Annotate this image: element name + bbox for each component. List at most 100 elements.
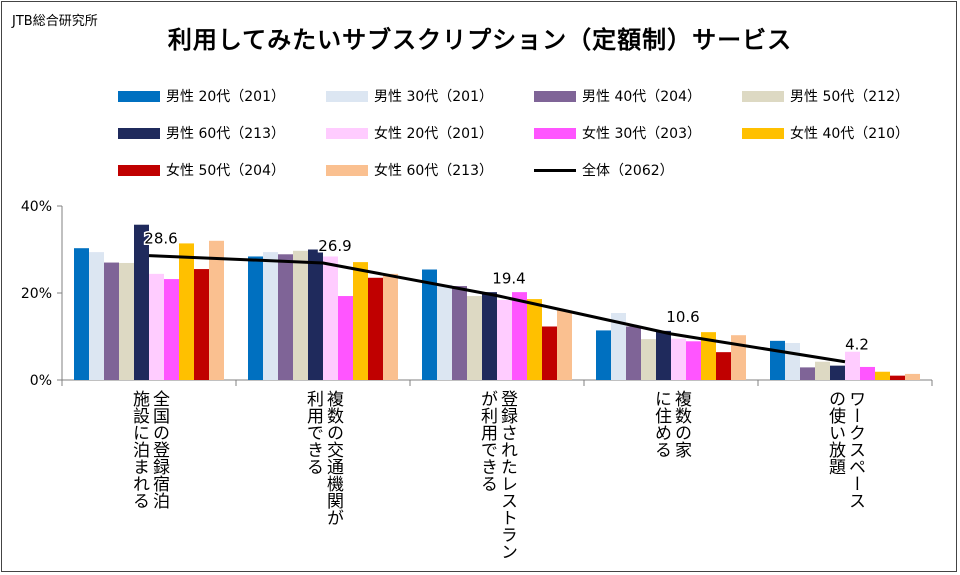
bar — [383, 273, 398, 380]
legend-label: 男性 50代（212） — [790, 89, 909, 105]
bar — [800, 367, 815, 380]
category-label: 複数の家 に住める — [651, 390, 691, 458]
chart-title: 利用してみたいサブスクリプション（定額制）サービス — [167, 26, 793, 54]
legend-swatch — [534, 127, 576, 139]
legend-item: 男性 30代（201） — [326, 86, 493, 106]
legend-swatch — [742, 127, 784, 139]
category-label-line: 複数の交通機関が — [323, 390, 343, 526]
source-label: JTB総合研究所 — [12, 14, 98, 29]
data-label: 19.4 — [492, 270, 525, 288]
legend-item: 男性 60代（213） — [118, 123, 285, 143]
legend-label: 女性 40代（210） — [790, 126, 909, 142]
category-label-line: ワークスペース — [845, 390, 865, 509]
category-label-line: 複数の家 — [671, 390, 691, 458]
bar — [278, 254, 293, 380]
bar — [596, 330, 611, 380]
bar — [467, 296, 482, 380]
bar — [845, 351, 860, 380]
bar — [437, 284, 452, 380]
bar — [830, 365, 845, 380]
category-label-line: 施設に泊まれる — [129, 390, 149, 509]
data-label: 4.2 — [845, 336, 869, 354]
overall-line — [148, 254, 846, 364]
bar — [209, 240, 224, 380]
legend-swatch — [326, 127, 368, 139]
bar — [104, 262, 119, 380]
bar — [179, 243, 194, 380]
bar — [263, 252, 278, 380]
legend-item: 女性 30代（203） — [534, 123, 701, 143]
y-tick-label: 40% — [21, 199, 52, 215]
bar — [860, 366, 875, 380]
bar — [497, 299, 512, 380]
legend-label: 女性 30代（203） — [582, 126, 701, 142]
bar — [248, 256, 263, 380]
legend-swatch — [118, 90, 160, 102]
bar — [611, 313, 626, 380]
bar — [164, 279, 179, 380]
legend-label: 男性 20代（201） — [166, 89, 285, 105]
bar — [323, 256, 338, 380]
bar — [74, 248, 89, 380]
data-label: 26.9 — [318, 237, 351, 255]
category-label: 全国の登録宿泊 施設に泊まれる — [129, 390, 169, 509]
bar — [194, 269, 209, 380]
legend-swatch — [118, 164, 160, 176]
bar — [641, 339, 656, 380]
data-label: 28.6 — [144, 230, 177, 248]
bar — [527, 299, 542, 380]
data-label: 10.6 — [666, 308, 699, 326]
bar — [482, 292, 497, 380]
bar — [149, 273, 164, 380]
bar — [875, 371, 890, 380]
bar — [368, 277, 383, 380]
bar — [716, 352, 731, 380]
category-label-line: 全国の登録宿泊 — [149, 390, 169, 509]
legend-item: 全体（2062） — [534, 160, 674, 180]
legend-swatch — [118, 127, 160, 139]
bar — [890, 375, 905, 380]
bar — [671, 338, 686, 380]
bar — [656, 330, 671, 380]
bar — [422, 269, 437, 380]
category-label-line: に住める — [651, 390, 671, 458]
bar — [353, 262, 368, 380]
bar — [512, 292, 527, 380]
category-label-line: 利用できる — [303, 390, 323, 475]
bar — [89, 252, 104, 380]
legend-swatch — [326, 164, 368, 176]
legend-line-swatch — [534, 168, 576, 172]
bar — [905, 373, 920, 380]
legend-item: 男性 20代（201） — [118, 86, 285, 106]
legend-item: 女性 60代（213） — [326, 160, 493, 180]
bar — [815, 361, 830, 380]
bar — [785, 343, 800, 380]
legend-item: 男性 40代（204） — [534, 86, 701, 106]
category-label-line: 登録されたレストラン — [497, 390, 517, 560]
bar — [542, 326, 557, 380]
category-label-line: が利用できる — [477, 390, 497, 492]
category-label: ワークスペース の使い放題 — [825, 390, 865, 509]
legend-label: 男性 40代（204） — [582, 89, 701, 105]
category-label-line: の使い放題 — [825, 390, 845, 475]
y-tick-label: 0% — [30, 373, 52, 389]
bar — [626, 326, 641, 380]
legend-item: 女性 20代（201） — [326, 123, 493, 143]
bar — [686, 341, 701, 380]
category-label: 登録されたレストラン が利用できる — [477, 390, 517, 560]
bar — [701, 332, 716, 380]
legend-swatch — [326, 90, 368, 102]
legend-label: 女性 50代（204） — [166, 163, 285, 179]
legend-item: 女性 50代（204） — [118, 160, 285, 180]
bar — [119, 262, 134, 380]
bar — [338, 296, 353, 380]
bar — [308, 249, 323, 380]
y-tick-label: 20% — [21, 286, 52, 302]
bar — [731, 335, 746, 380]
legend-item: 女性 40代（210） — [742, 123, 909, 143]
category-label: 複数の交通機関が 利用できる — [303, 390, 343, 526]
legend-label: 女性 20代（201） — [374, 126, 493, 142]
legend-swatch — [742, 90, 784, 102]
legend-label: 男性 30代（201） — [374, 89, 493, 105]
